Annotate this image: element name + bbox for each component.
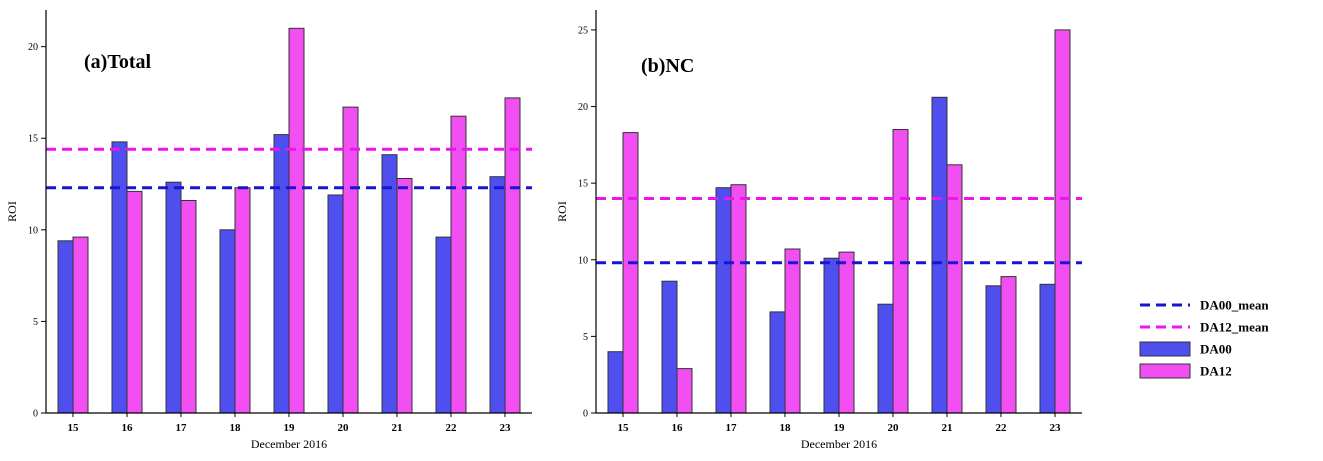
bar-da12-18 xyxy=(784,248,801,414)
bar-da12-22 xyxy=(1000,276,1017,414)
y-tick-label: 10 xyxy=(578,255,588,266)
bar-da12-18 xyxy=(234,187,251,414)
bar-da00-20 xyxy=(877,303,894,414)
bar-da00-19 xyxy=(823,257,840,414)
y-axis-title: ROI xyxy=(5,201,19,222)
bar-da12-20 xyxy=(892,129,909,414)
bar-da12-19 xyxy=(838,251,855,414)
bar-da00-18 xyxy=(219,229,236,414)
legend-label-da00-mean: DA00_mean xyxy=(1200,298,1269,313)
x-tick-label: 20 xyxy=(338,422,350,434)
bar-da12-20 xyxy=(342,106,359,414)
y-tick-label: 0 xyxy=(33,409,38,420)
bar-da00-23 xyxy=(489,176,506,414)
panel-title: (a)Total xyxy=(84,51,151,73)
y-tick-label: 15 xyxy=(578,179,588,190)
bar-da12-17 xyxy=(180,200,197,414)
x-tick-label: 23 xyxy=(500,422,512,434)
x-tick-label: 23 xyxy=(1050,422,1062,434)
legend-swatch-da12 xyxy=(1139,363,1191,379)
x-tick-label: 21 xyxy=(392,422,403,434)
legend-label-da00: DA00 xyxy=(1200,342,1232,357)
bar-da00-18 xyxy=(769,311,786,414)
x-axis-title: December 2016 xyxy=(251,437,327,451)
x-tick-label: 20 xyxy=(888,422,900,434)
bar-da12-21 xyxy=(396,178,413,414)
x-tick-label: 22 xyxy=(446,422,458,434)
bar-da12-15 xyxy=(72,236,89,414)
bar-da12-16 xyxy=(676,368,693,414)
x-tick-label: 15 xyxy=(618,422,630,434)
legend-label-da12-mean: DA12_mean xyxy=(1200,320,1269,335)
bar-da00-20 xyxy=(327,194,344,414)
y-tick-label: 5 xyxy=(33,317,38,328)
x-tick-label: 16 xyxy=(122,422,134,434)
y-tick-label: 5 xyxy=(583,332,588,343)
bar-da00-16 xyxy=(111,141,128,414)
bar-da00-21 xyxy=(381,154,398,414)
bar-da00-19 xyxy=(273,134,290,414)
bar-da00-21 xyxy=(931,96,948,414)
y-tick-label: 10 xyxy=(28,225,38,236)
bar-da00-17 xyxy=(165,181,182,414)
y-tick-label: 15 xyxy=(28,134,38,145)
bar-da12-23 xyxy=(504,97,521,414)
x-tick-label: 19 xyxy=(284,422,296,434)
y-tick-label: 20 xyxy=(578,102,588,113)
bar-da00-15 xyxy=(57,240,74,414)
x-axis-title: December 2016 xyxy=(801,437,877,451)
legend-swatch-da00 xyxy=(1139,341,1191,357)
bar-da00-16 xyxy=(661,280,678,414)
y-tick-label: 0 xyxy=(583,409,588,420)
x-tick-label: 18 xyxy=(230,422,242,434)
bar-da12-22 xyxy=(450,115,467,414)
x-tick-label: 16 xyxy=(672,422,684,434)
y-tick-label: 20 xyxy=(28,42,38,53)
bar-da12-17 xyxy=(730,184,747,414)
bar-da00-17 xyxy=(715,187,732,414)
bar-da12-21 xyxy=(946,164,963,414)
bar-da12-23 xyxy=(1054,29,1071,414)
x-tick-label: 17 xyxy=(176,422,188,434)
x-tick-label: 19 xyxy=(834,422,846,434)
bar-da00-15 xyxy=(607,351,624,414)
bar-da12-16 xyxy=(126,190,143,414)
y-axis-title: ROI xyxy=(555,201,569,222)
bar-da12-15 xyxy=(622,132,639,414)
y-tick-label: 25 xyxy=(578,25,588,36)
bar-da00-22 xyxy=(985,285,1002,414)
x-tick-label: 22 xyxy=(996,422,1008,434)
legend-label-da12: DA12 xyxy=(1200,364,1232,379)
x-tick-label: 17 xyxy=(726,422,738,434)
x-tick-label: 15 xyxy=(68,422,80,434)
bar-da12-19 xyxy=(288,27,305,414)
panel-title: (b)NC xyxy=(641,55,694,77)
x-tick-label: 21 xyxy=(942,422,953,434)
bar-da00-23 xyxy=(1039,283,1056,414)
bar-da00-22 xyxy=(435,236,452,414)
x-tick-label: 18 xyxy=(780,422,792,434)
